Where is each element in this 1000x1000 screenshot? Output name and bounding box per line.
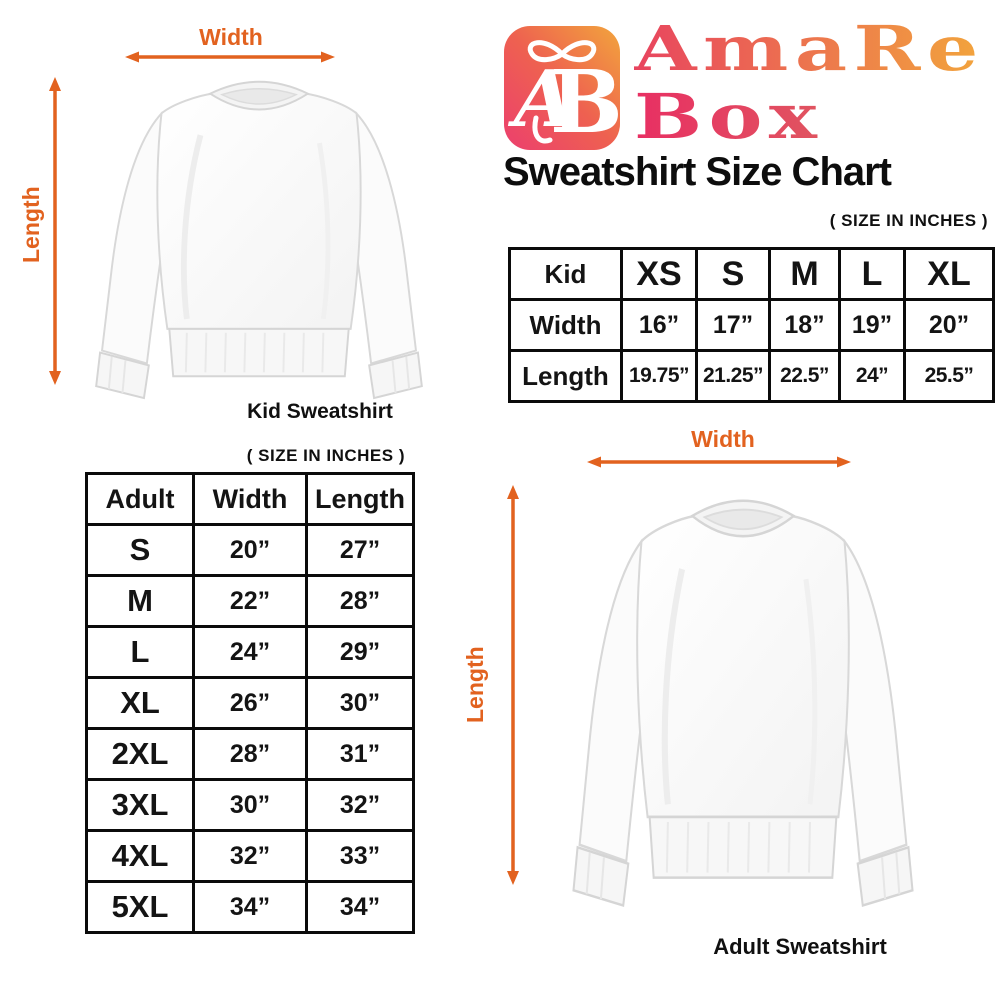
kid-length-arrow-icon [49,77,61,385]
row-label: Width [508,298,623,352]
table-cell: 18” [768,298,841,352]
adult-length-label: Length [462,646,488,724]
table-cell: 22.5” [768,349,841,403]
table-cell: 34” [305,880,415,934]
table-cell: 32” [192,829,308,883]
table-cell: 20” [903,298,995,352]
table-row: M 22” 28” [85,574,415,628]
row-label: 5XL [85,880,195,934]
kid-figure-caption: Kid Sweatshirt [247,400,393,423]
brand-name-line1: AmaRe [634,12,985,85]
row-label: XL [85,676,195,730]
table-cell: 25.5” [903,349,995,403]
table-cell: 19.75” [620,349,698,403]
kid-table-width-row: Width 16” 17” 18” 19” 20” [508,298,995,352]
page-title: Sweatshirt Size Chart [503,150,892,194]
table-row: 5XL 34” 34” [85,880,415,934]
adult-table-header-length: Length [305,472,415,526]
table-cell: 28” [305,574,415,628]
kid-table-header-l: L [838,247,906,301]
row-label: 4XL [85,829,195,883]
table-cell: 16” [620,298,698,352]
brand-logo-icon: A B [504,26,622,153]
svg-text:A: A [507,54,575,145]
table-cell: 17” [695,298,771,352]
table-row: 3XL 30” 32” [85,778,415,832]
kid-table-corner-cell: Kid [508,247,623,301]
kid-width-label: Width [199,24,263,50]
table-row: S 20” 27” [85,523,415,577]
adult-units-note: ( SIZE IN INCHES ) [246,446,405,465]
kid-size-table: Kid XS S M L XL Width 16” 17” 18” 19” 20… [508,247,995,403]
table-cell: 31” [305,727,415,781]
table-row: 2XL 28” 31” [85,727,415,781]
adult-table-header-width: Width [192,472,308,526]
kid-table-header-s: S [695,247,771,301]
kid-table-header-xs: XS [620,247,698,301]
kid-units-note: ( SIZE IN INCHES ) [829,211,988,230]
kid-table-header-xl: XL [903,247,995,301]
row-label: S [85,523,195,577]
adult-sweatshirt-image [540,478,946,908]
table-cell: 32” [305,778,415,832]
table-cell: 19” [838,298,906,352]
row-label: Length [508,349,623,403]
table-row: 4XL 32” 33” [85,829,415,883]
row-label: L [85,625,195,679]
table-cell: 20” [192,523,308,577]
adult-width-label: Width [691,426,755,452]
svg-text:B: B [550,52,622,153]
table-cell: 28” [192,727,308,781]
kid-table-header-m: M [768,247,841,301]
table-cell: 30” [305,676,415,730]
kid-length-label: Length [18,186,44,264]
adult-length-arrow-icon [507,485,519,885]
table-row: XL 26” 30” [85,676,415,730]
table-cell: 34” [192,880,308,934]
brand-name-line2: Box [634,80,824,153]
adult-table-header-row: Adult Width Length [85,472,415,526]
kid-table-length-row: Length 19.75” 21.25” 22.5” 24” 25.5” [508,349,995,403]
table-cell: 22” [192,574,308,628]
kid-sweatshirt-image [64,64,454,400]
adult-width-arrow-icon [587,456,851,468]
adult-figure-caption: Adult Sweatshirt [713,934,887,959]
table-cell: 27” [305,523,415,577]
kid-width-arrow-icon [125,51,335,63]
table-cell: 24” [192,625,308,679]
table-cell: 29” [305,625,415,679]
table-cell: 26” [192,676,308,730]
table-cell: 24” [838,349,906,403]
table-row: L 24” 29” [85,625,415,679]
adult-table-corner-cell: Adult [85,472,195,526]
row-label: 2XL [85,727,195,781]
row-label: 3XL [85,778,195,832]
row-label: M [85,574,195,628]
adult-size-table: Adult Width Length S 20” 27” M 22” 28” L… [85,472,415,934]
kid-table-header-row: Kid XS S M L XL [508,247,995,301]
table-cell: 21.25” [695,349,771,403]
table-cell: 30” [192,778,308,832]
table-cell: 33” [305,829,415,883]
